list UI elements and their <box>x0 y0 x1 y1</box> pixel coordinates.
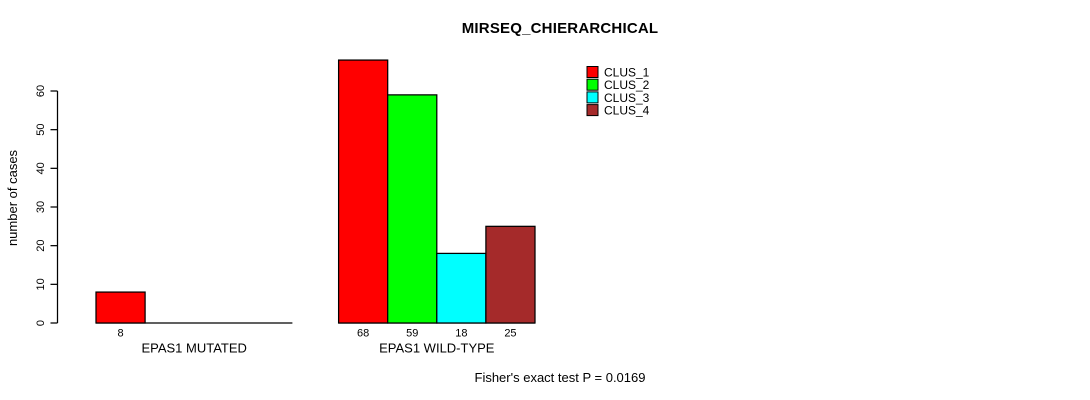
fisher-test-annotation: Fisher's exact test P = 0.0169 <box>475 370 646 385</box>
y-axis-label: number of cases <box>5 149 20 246</box>
bar-value-label: 68 <box>357 328 369 340</box>
bar-clus_1 <box>95 291 146 324</box>
bar-clus_2 <box>387 94 438 324</box>
y-tick-label: 50 <box>35 124 47 136</box>
bar-value-label: 18 <box>455 328 467 340</box>
y-tick-label: 60 <box>35 85 47 97</box>
bar-clus_1 <box>337 59 389 324</box>
x-category-label: EPAS1 WILD-TYPE <box>379 341 495 356</box>
bar-value-label: 8 <box>117 328 123 340</box>
y-tick-label: 40 <box>35 162 47 174</box>
legend-label: CLUS_4 <box>604 104 650 118</box>
y-tick-label: 20 <box>35 240 47 252</box>
legend-swatch-clus_3 <box>586 91 599 104</box>
legend-label: CLUS_1 <box>604 66 650 80</box>
x-category-label: EPAS1 MUTATED <box>141 341 246 356</box>
legend-label: CLUS_3 <box>604 91 650 105</box>
legend-label: CLUS_2 <box>604 78 650 92</box>
chart-title: MIRSEQ_CHIERARCHICAL <box>462 20 659 37</box>
y-tick-label: 10 <box>35 278 47 290</box>
plot-layer: 0 10 20 30 40 50 60 8 EPAS1 MUTATED 68 59 18 25 EPAS1… <box>35 59 650 356</box>
y-tick-label: 0 <box>35 320 47 326</box>
bar-clus_4 <box>485 225 536 324</box>
legend-swatch-clus_2 <box>586 78 599 91</box>
legend-swatch-clus_1 <box>586 66 599 78</box>
bar-value-label: 59 <box>406 328 418 340</box>
legend-swatch-clus_4 <box>586 104 599 117</box>
bar-value-label: 25 <box>504 328 516 340</box>
bar-clus_3 <box>436 252 487 324</box>
y-tick-label: 30 <box>35 201 47 213</box>
